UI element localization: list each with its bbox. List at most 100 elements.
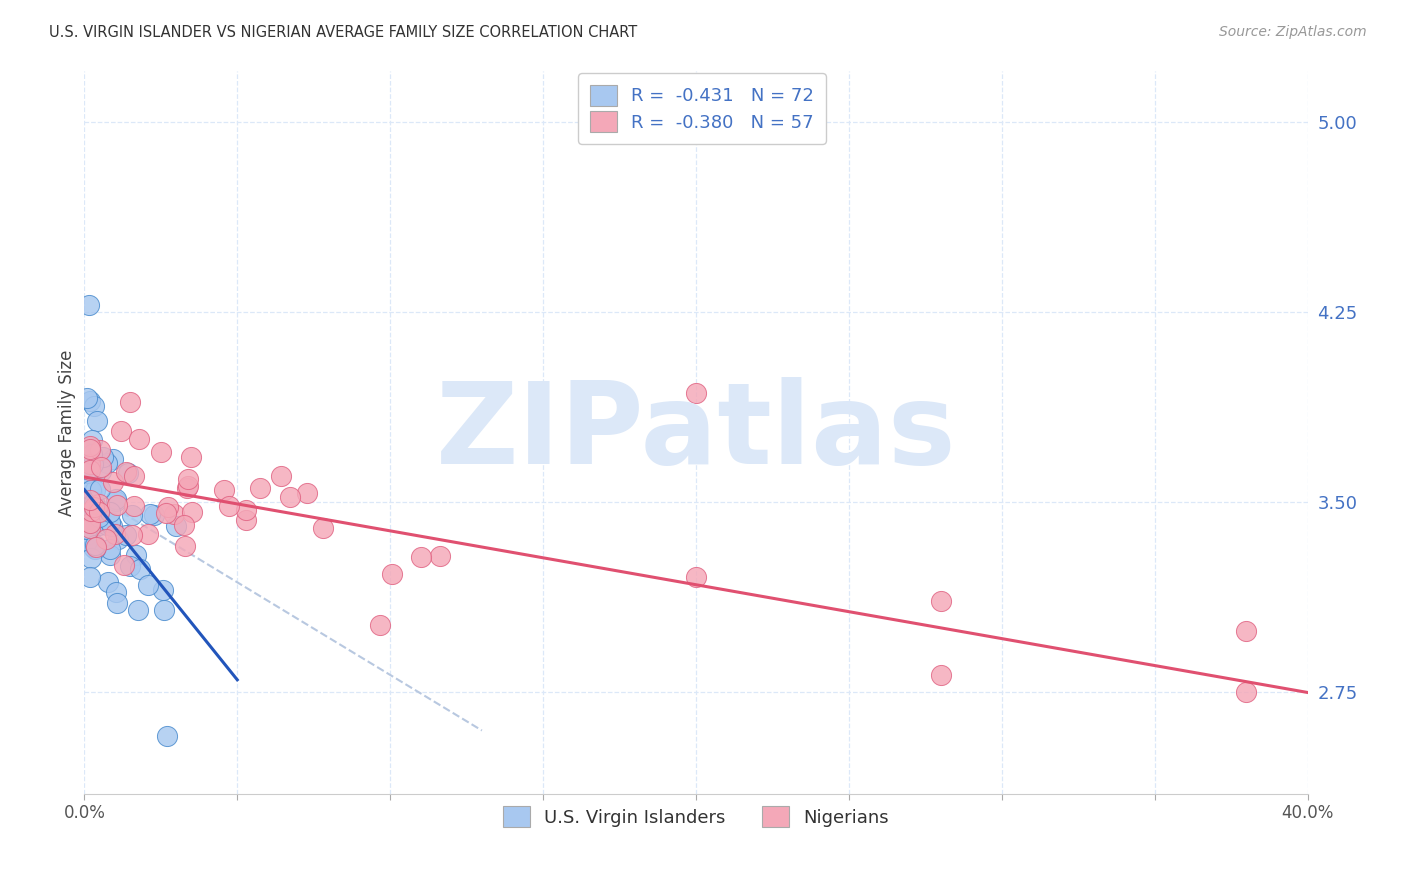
Point [96,456,118,470]
Point [80,447,103,461]
Point [218,499,240,513]
Point [136,527,159,541]
Point [156,729,179,743]
Point [80,498,103,512]
Point [79,492,101,507]
Point [80,497,103,511]
Point [76,522,98,536]
Point [105,491,128,506]
Point [112,558,135,572]
Point [79,521,101,535]
Point [368,617,391,632]
Point [125,548,148,562]
Point [297,486,319,500]
Point [89,442,111,457]
Point [87,518,110,533]
Point [90,459,112,474]
Point [105,498,128,512]
Point [84,511,107,525]
Y-axis label: Average Family Size: Average Family Size [58,350,76,516]
Point [142,508,165,522]
Point [685,386,707,401]
Point [105,596,128,610]
Point [89,483,111,497]
Point [79,508,101,522]
Point [87,507,110,521]
Point [79,393,101,408]
Point [79,516,101,530]
Point [80,483,103,497]
Point [77,297,100,311]
Point [104,585,127,599]
Point [1236,624,1258,639]
Point [157,500,180,515]
Point [235,513,257,527]
Point [76,392,98,406]
Point [77,446,100,460]
Point [83,541,105,556]
Point [174,539,197,553]
Point [176,481,198,495]
Point [83,537,105,551]
Point [80,551,103,566]
Point [83,495,105,509]
Legend: U.S. Virgin Islanders, Nigerians: U.S. Virgin Islanders, Nigerians [491,795,901,839]
Point [235,503,257,517]
Point [128,432,150,446]
Point [98,548,121,562]
Point [96,517,118,532]
Text: Source: ZipAtlas.com: Source: ZipAtlas.com [1219,25,1367,39]
Point [929,667,952,681]
Point [429,549,451,563]
Point [79,442,101,456]
Point [84,540,107,554]
Point [103,475,125,489]
Point [278,490,301,504]
Point [87,505,110,519]
Point [98,505,121,519]
Point [177,472,200,486]
Point [79,480,101,494]
Point [79,439,101,453]
Point [118,558,141,573]
Point [101,518,124,533]
Point [155,506,177,520]
Point [409,550,432,565]
Point [136,578,159,592]
Point [83,509,105,524]
Point [76,461,98,475]
Point [929,594,952,608]
Point [173,517,195,532]
Point [82,433,104,447]
Point [249,481,271,495]
Point [80,485,103,500]
Point [139,507,162,521]
Point [79,457,101,471]
Point [86,414,108,428]
Point [153,603,176,617]
Point [121,508,143,522]
Text: ZIPatlas: ZIPatlas [436,377,956,488]
Point [79,511,101,525]
Point [76,462,98,476]
Point [82,514,104,528]
Point [87,498,110,512]
Point [76,466,98,480]
Point [152,582,174,597]
Point [181,505,204,519]
Point [180,450,202,464]
Point [1236,685,1258,699]
Point [165,519,187,533]
Point [83,399,105,413]
Point [177,479,200,493]
Point [79,570,101,584]
Point [76,496,98,510]
Point [122,499,145,513]
Point [79,504,101,518]
Point [82,458,104,472]
Point [89,509,111,524]
Point [127,603,149,617]
Point [83,499,105,513]
Point [90,464,112,478]
Point [128,562,150,576]
